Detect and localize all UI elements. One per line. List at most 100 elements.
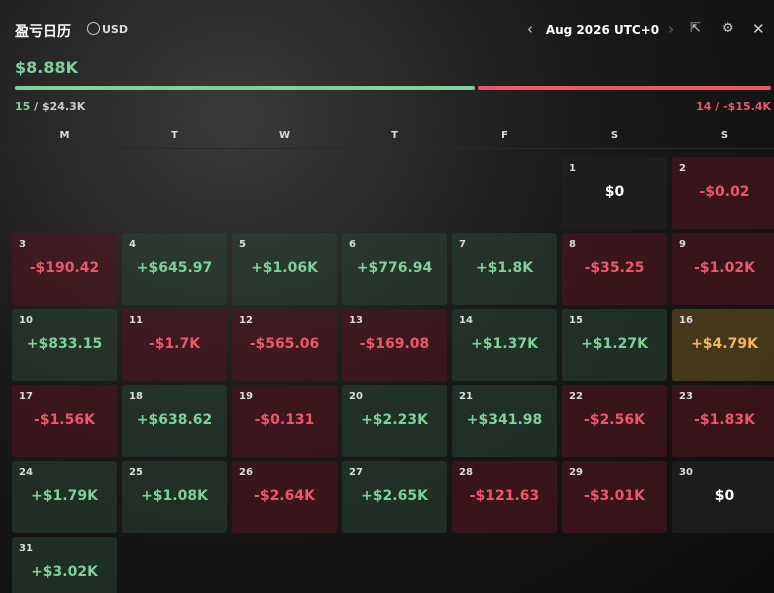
day-cell: 26 -$2.64K — [232, 461, 337, 533]
month: Aug 2026 UTC+0 — [545, 23, 660, 37]
currency-icon[interactable] — [87, 22, 100, 35]
next-month[interactable]: › — [668, 20, 674, 38]
day-pnl: -$190.42 — [29, 260, 100, 276]
day-cell: 14 +$1.37K — [452, 309, 557, 381]
loss-days: 14 — [696, 100, 712, 113]
day-number: 19 — [239, 391, 253, 402]
day-number: 21 — [459, 391, 473, 402]
day-number: 15 — [569, 315, 583, 326]
day-number: 30 — [679, 467, 693, 478]
day-number: 10 — [19, 315, 33, 326]
day-number: 31 — [19, 543, 33, 554]
day-cell: 18 +$638.62 — [122, 385, 227, 457]
weekday: S — [610, 130, 619, 141]
day-pnl: +$341.98 — [466, 412, 543, 428]
day-pnl: -$0.02 — [699, 184, 750, 200]
day-number: 3 — [19, 239, 26, 250]
day-cell: 30 $0 — [672, 461, 774, 533]
day-pnl: +$776.94 — [356, 260, 433, 276]
day-number: 11 — [129, 315, 143, 326]
day-pnl: +$638.62 — [136, 412, 213, 428]
day-pnl: -$3.01K — [584, 488, 645, 504]
win-amount: / $24.3K — [34, 100, 86, 113]
day-pnl: +$645.97 — [136, 260, 213, 276]
day-cell: 5 +$1.06K — [232, 233, 337, 305]
day-pnl: +$3.02K — [31, 564, 98, 580]
prev-month[interactable]: ‹ — [527, 20, 533, 38]
day-number: 4 — [129, 239, 136, 250]
day-number: 9 — [679, 239, 686, 250]
day-number: 13 — [349, 315, 363, 326]
day-number: 2 — [679, 163, 686, 174]
day-cell: 24 +$1.79K — [12, 461, 117, 533]
day-pnl: +$1.08K — [141, 488, 208, 504]
day-pnl: +$1.06K — [251, 260, 318, 276]
day-cell: 7 +$1.8K — [452, 233, 557, 305]
win-summary: 15 / $24.3K — [15, 100, 85, 113]
share-button[interactable]: ⇱ — [690, 21, 701, 36]
weekday: W — [278, 130, 291, 141]
day-cell: 4 +$645.97 — [122, 233, 227, 305]
day-pnl: +$1.37K — [471, 336, 538, 352]
day-pnl: +$1.27K — [581, 336, 648, 352]
weekday: F — [501, 130, 508, 141]
day-number: 28 — [459, 467, 473, 478]
day-cell: 27 +$2.65K — [342, 461, 447, 533]
day-cell: 13 -$169.08 — [342, 309, 447, 381]
weekday: T — [171, 130, 178, 141]
day-cell: 25 +$1.08K — [122, 461, 227, 533]
day-cell: 11 -$1.7K — [122, 309, 227, 381]
divider — [0, 148, 774, 149]
day-number: 26 — [239, 467, 253, 478]
day-number: 17 — [19, 391, 33, 402]
day-pnl: $0 — [714, 488, 735, 504]
win-bar — [15, 86, 475, 90]
close-button[interactable]: ✕ — [752, 20, 765, 38]
day-cell: 29 -$3.01K — [562, 461, 667, 533]
day-pnl: -$1.83K — [694, 412, 755, 428]
settings-button[interactable]: ⚙ — [722, 21, 734, 36]
title: 盈亏日历 — [15, 24, 71, 40]
day-pnl: -$121.63 — [469, 488, 540, 504]
day-cell: 12 -$565.06 — [232, 309, 337, 381]
day-number: 20 — [349, 391, 363, 402]
day-cell: 8 -$35.25 — [562, 233, 667, 305]
day-cell: 10 +$833.15 — [12, 309, 117, 381]
loss-amount: / -$15.4K — [715, 100, 771, 113]
day-pnl: -$2.64K — [254, 488, 315, 504]
currency[interactable]: USD — [102, 23, 128, 36]
loss-bar — [478, 86, 771, 90]
day-number: 12 — [239, 315, 253, 326]
day-number: 22 — [569, 391, 583, 402]
day-pnl: -$0.131 — [254, 412, 315, 428]
day-cell: 9 -$1.02K — [672, 233, 774, 305]
day-number: 14 — [459, 315, 473, 326]
day-pnl: -$1.56K — [34, 412, 95, 428]
day-pnl: -$565.06 — [249, 336, 320, 352]
day-cell: 6 +$776.94 — [342, 233, 447, 305]
day-cell: 31 +$3.02K — [12, 537, 117, 593]
day-cell: 16 +$4.79K — [672, 309, 774, 381]
day-number: 8 — [569, 239, 576, 250]
day-cell: 3 -$190.42 — [12, 233, 117, 305]
day-number: 1 — [569, 163, 576, 174]
day-number: 6 — [349, 239, 356, 250]
day-number: 29 — [569, 467, 583, 478]
day-pnl: +$833.15 — [26, 336, 103, 352]
day-pnl: -$1.7K — [148, 336, 201, 352]
day-pnl: -$169.08 — [359, 336, 430, 352]
day-number: 25 — [129, 467, 143, 478]
day-cell: 20 +$2.23K — [342, 385, 447, 457]
day-pnl: -$2.56K — [584, 412, 645, 428]
day-pnl: +$2.65K — [361, 488, 428, 504]
day-cell: 17 -$1.56K — [12, 385, 117, 457]
day-cell: 2 -$0.02 — [672, 157, 774, 229]
day-pnl: -$1.02K — [694, 260, 755, 276]
day-cell: 15 +$1.27K — [562, 309, 667, 381]
day-cell: 22 -$2.56K — [562, 385, 667, 457]
total-pnl: $8.88K — [15, 58, 79, 77]
day-number: 16 — [679, 315, 693, 326]
weekday: S — [720, 130, 729, 141]
day-pnl: +$4.79K — [691, 336, 758, 352]
day-pnl: +$2.23K — [361, 412, 428, 428]
